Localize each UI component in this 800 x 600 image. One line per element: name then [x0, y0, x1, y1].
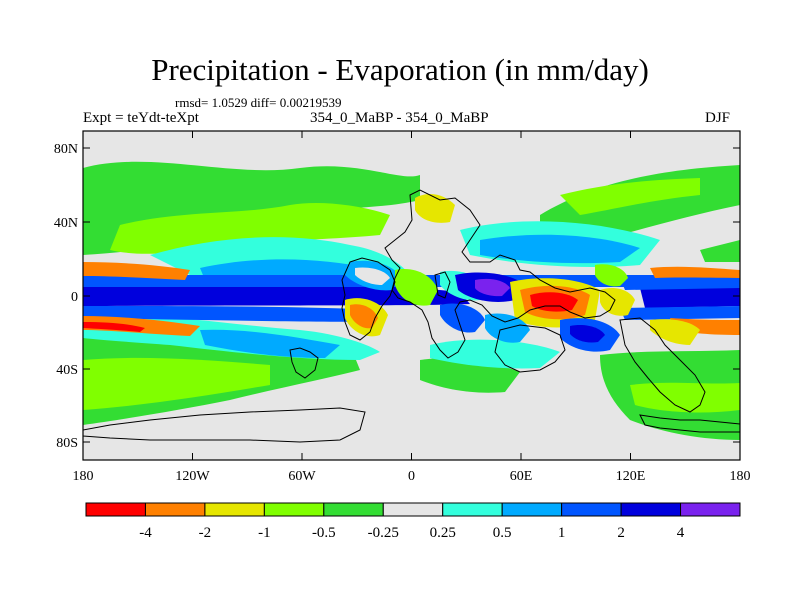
- x-tick-label: 120W: [175, 469, 210, 484]
- colorbar-swatch: [204, 502, 265, 517]
- x-tick-labels: 180 120W 60W 0 60E 120E 180: [73, 469, 751, 484]
- colorbar-swatch: [323, 502, 384, 517]
- contour-field: [83, 131, 740, 460]
- colorbar: -4 -2 -1 -0.5 -0.25 0.25 0.5 1 2 4: [85, 502, 741, 541]
- y-tick-label: 40S: [56, 363, 78, 378]
- x-tick-label: 180: [730, 469, 751, 484]
- y-tick-labels: 80N 40N 0 40S 80S: [54, 142, 78, 451]
- colorbar-swatch: [85, 502, 146, 517]
- x-tick-label: 60W: [288, 469, 316, 484]
- colorbar-label: -0.25: [368, 525, 399, 541]
- continent-outlines: [83, 189, 740, 443]
- colorbar-swatch: [561, 502, 622, 517]
- statistics-text: rmsd= 1.0529 diff= 0.00219539: [175, 95, 342, 110]
- experiment-subtitle: 354_0_MaBP - 354_0_MaBP: [310, 110, 489, 126]
- colorbar-label: -4: [139, 525, 152, 541]
- x-axis-ticks: [82, 131, 741, 460]
- colorbar-swatch: [263, 502, 325, 517]
- y-tick-label: 40N: [54, 216, 78, 231]
- x-tick-label: 0: [408, 469, 415, 484]
- x-tick-label: 180: [73, 469, 94, 484]
- colorbar-swatch: [144, 502, 206, 517]
- colorbar-label: 0.5: [493, 525, 512, 541]
- colorbar-label: 2: [617, 525, 625, 541]
- colorbar-label: -2: [199, 525, 212, 541]
- colorbar-swatch: [442, 502, 503, 517]
- chart-title: Precipitation - Evaporation (in mm/day): [151, 52, 649, 87]
- colorbar-swatch: [501, 502, 563, 517]
- colorbar-label: -0.5: [312, 525, 336, 541]
- y-tick-label: 0: [71, 290, 78, 305]
- colorbar-label: 0.25: [430, 525, 456, 541]
- x-tick-label: 120E: [616, 469, 646, 484]
- colorbar-swatch: [620, 502, 682, 517]
- experiment-label: Expt = teYdt-teXpt: [83, 110, 199, 126]
- x-tick-label: 60E: [510, 469, 533, 484]
- colorbar-label: 4: [677, 525, 685, 541]
- colorbar-label: -1: [258, 525, 271, 541]
- y-tick-label: 80N: [54, 142, 78, 157]
- y-tick-label: 80S: [56, 436, 78, 451]
- colorbar-swatch: [680, 502, 741, 517]
- season-label: DJF: [705, 110, 731, 126]
- colorbar-swatch: [382, 502, 444, 517]
- y-axis-ticks: [83, 147, 740, 443]
- colorbar-label: 1: [558, 525, 566, 541]
